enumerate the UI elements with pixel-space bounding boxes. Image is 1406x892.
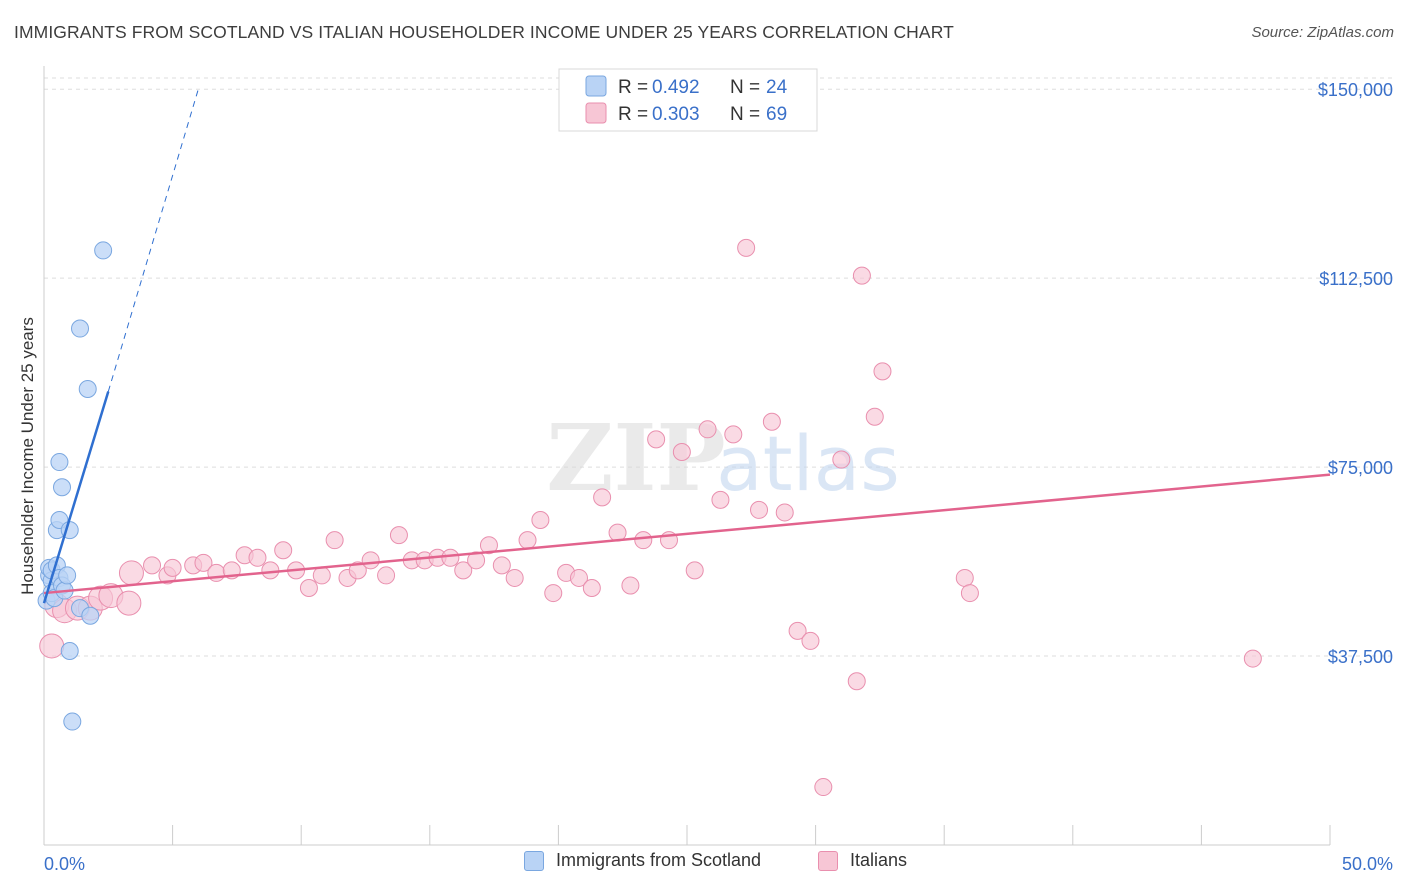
watermark-atlas: atlas [716, 419, 900, 508]
italians-point [248, 548, 267, 567]
italians-point [724, 425, 743, 444]
watermark: ZIP atlas [546, 404, 900, 512]
italians-point [325, 531, 344, 550]
x-tick-label-min: 0.0% [44, 854, 85, 874]
legend-r-value-italians: 0.303 [652, 104, 700, 125]
italians-point [634, 531, 653, 550]
scotland-point [78, 379, 97, 398]
italians-point [441, 548, 460, 567]
y-tick-label: $150,000 [1318, 80, 1393, 100]
italians-point [647, 430, 666, 449]
italians-point [801, 631, 820, 650]
source-label: Source: ZipAtlas.com [1251, 24, 1394, 41]
italians-point [960, 584, 979, 603]
italians-point [118, 560, 144, 586]
scotland-points [37, 241, 113, 731]
italians-point [775, 503, 794, 522]
scotland-point [71, 319, 90, 338]
italians-point [955, 568, 974, 587]
scotland-point [60, 642, 79, 661]
italians-point [531, 511, 550, 530]
legend-box: R = 0.492 N = 24 R = 0.303 N = 69 [558, 68, 818, 132]
italians-point [762, 412, 781, 431]
italians-point [593, 488, 612, 507]
italians-point [750, 500, 769, 519]
italians-point [847, 672, 866, 691]
scotland-point [94, 241, 113, 260]
bottom-legend-scotland[interactable]: Immigrants from Scotland [524, 850, 761, 871]
bottom-legend-swatch-italians [818, 850, 838, 871]
italians-point [832, 450, 851, 469]
italians-point [711, 490, 730, 509]
x-tick-label-max: 50.0% [1342, 854, 1393, 874]
legend-n-value-italians: 69 [766, 104, 787, 125]
italians-point [377, 566, 396, 585]
bottom-legend-label-italians: Italians [850, 850, 908, 870]
legend-r-value-scotland: 0.492 [652, 77, 700, 98]
bottom-legend-swatch-scotland [524, 850, 544, 871]
italians-point [143, 556, 162, 575]
scotland-trend-line [42, 391, 110, 604]
legend-n-label-2: N = [730, 104, 760, 125]
italians-point [274, 541, 293, 560]
scotland-trend-extension [107, 89, 199, 392]
italians-point [582, 579, 601, 598]
italians-point [852, 266, 871, 285]
y-tick-label: $75,000 [1328, 458, 1393, 478]
axes-layer: $37,500 $75,000 $112,500 $150,000 0.0% 50.0% [43, 66, 1393, 874]
italians-point [814, 778, 833, 797]
italians-point [299, 579, 318, 598]
y-tick-label: $112,500 [1319, 269, 1393, 289]
italians-point [569, 568, 588, 587]
italians-point [698, 420, 717, 439]
italians-point [361, 551, 380, 570]
scotland-point [58, 566, 77, 585]
italians-point [389, 526, 408, 545]
legend-r-label-1: R = [618, 77, 648, 98]
italians-point [544, 584, 563, 603]
italians-point [467, 551, 486, 570]
italians-point [1243, 649, 1262, 668]
italians-point [505, 568, 524, 587]
scotland-point [53, 478, 72, 497]
italians-point [737, 238, 756, 257]
watermark-zip: ZIP [546, 404, 725, 512]
legend-swatch-italians [585, 102, 607, 124]
grid-layer [44, 77, 1395, 657]
bottom-legend-italians[interactable]: Italians [818, 850, 907, 871]
bottom-legend: Immigrants from Scotland Italians [0, 850, 1406, 878]
italians-point [312, 566, 331, 585]
trend-lines [42, 89, 1331, 604]
chart-title: IMMIGRANTS FROM SCOTLAND VS ITALIAN HOUS… [14, 22, 954, 42]
legend-n-value-scotland: 24 [766, 77, 788, 98]
legend-n-label-1: N = [730, 77, 760, 98]
legend-r-label-2: R = [618, 104, 648, 125]
scotland-point [63, 712, 82, 731]
italians-point [518, 531, 537, 550]
scotland-point [50, 453, 69, 472]
italians-point [116, 590, 142, 616]
italians-point [479, 536, 498, 555]
italians-point [261, 561, 280, 580]
italians-point [39, 633, 65, 659]
italians-point [194, 553, 213, 572]
italians-point [163, 558, 182, 577]
scotland-point [81, 606, 100, 625]
italians-point [454, 561, 473, 580]
italians-point [685, 561, 704, 580]
y-tick-label: $37,500 [1328, 647, 1393, 667]
legend-swatch-scotland [585, 75, 607, 97]
italians-trend-line [43, 473, 1331, 595]
italians-point [788, 621, 807, 640]
bottom-legend-label-scotland: Immigrants from Scotland [556, 850, 762, 870]
italians-point [873, 362, 892, 381]
italians-point [621, 576, 640, 595]
italians-points [39, 238, 1262, 797]
italians-point [492, 556, 511, 575]
italians-point [672, 442, 691, 461]
italians-point [865, 407, 884, 426]
italians-point [348, 561, 367, 580]
